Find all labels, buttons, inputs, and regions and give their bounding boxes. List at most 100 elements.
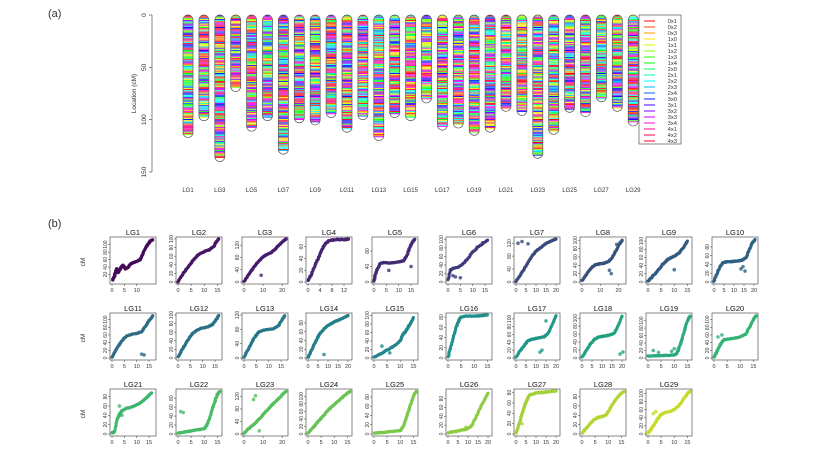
y-tick-label: 80 <box>639 325 645 331</box>
y-tick-label: 0 <box>365 356 371 359</box>
scatter-title: LG10 <box>726 228 744 237</box>
y-tick-label: 0 <box>235 356 241 359</box>
legend-entry: 0x1 <box>668 19 677 25</box>
panel-label-b: (b) <box>48 218 61 230</box>
scatter-title: LG18 <box>594 304 612 313</box>
data-point <box>411 315 415 320</box>
data-point <box>284 237 288 241</box>
y-tick-label: 0 <box>299 280 305 283</box>
data-point <box>620 314 624 318</box>
scatter-title: LG16 <box>460 304 478 313</box>
plot-frame <box>175 236 223 285</box>
x-tick-label: 0 <box>514 288 517 294</box>
x-tick-label: 5 <box>123 440 126 446</box>
chromosome-outline <box>309 14 321 126</box>
x-tick-label: 10 <box>201 440 207 446</box>
y-tick-label: 0 <box>235 280 241 283</box>
data-point <box>485 238 490 242</box>
chromosome-outline <box>468 14 480 136</box>
x-tick-label: 0 <box>712 364 715 370</box>
outlier-point <box>621 350 625 354</box>
chromosome-LG8 <box>293 14 305 124</box>
scatter-LG7: LG7 0 5 10 15 20 0 40 80 120 <box>507 228 561 294</box>
chromosome-outline <box>341 14 353 133</box>
scatter-title: LG6 <box>462 228 476 237</box>
chromosome-outline <box>214 14 226 162</box>
outlier-point <box>656 350 661 355</box>
y-tick-label: 20 <box>299 267 305 273</box>
y-tick-label: 40 <box>169 262 175 268</box>
x-tick-label: 15 <box>750 364 756 370</box>
scatter-title: LG9 <box>662 228 676 237</box>
outlier-point <box>716 335 720 339</box>
map-y-tick-label: 50 <box>141 63 148 71</box>
y-tick-label: 100 <box>439 235 445 244</box>
data-point <box>283 314 287 318</box>
y-tick-label: 80 <box>169 395 175 401</box>
chromosome-outline <box>611 14 623 112</box>
chromosome-LG28 <box>611 14 623 112</box>
y-tick-label: 60 <box>103 403 109 409</box>
y-tick-label: 40 <box>573 339 579 345</box>
y-tick-label: 0 <box>573 280 579 283</box>
data-point <box>685 239 689 243</box>
legend-entry: 4x1 <box>668 127 677 133</box>
scatter-title: LG3 <box>258 228 272 237</box>
x-tick-label: 5 <box>524 364 527 370</box>
y-tick-label: 40 <box>507 266 513 272</box>
x-tick-label: 0 <box>242 288 245 294</box>
data-point <box>485 313 489 317</box>
x-tick-label: 10 <box>671 364 677 370</box>
x-tick-label: 10 <box>599 364 605 370</box>
y-tick-label: 80 <box>235 326 241 332</box>
y-tick-label: 0 <box>103 432 109 435</box>
scatter-title: LG4 <box>322 228 336 237</box>
map-y-axis-label: Location (cM) <box>131 74 138 113</box>
scatter-title: LG19 <box>660 304 678 313</box>
y-tick-label: 80 <box>103 249 109 255</box>
outlier-point <box>540 348 544 352</box>
scatter-title: LG8 <box>596 228 610 237</box>
outlier-point <box>480 241 485 245</box>
y-tick-label: 20 <box>507 347 513 353</box>
x-tick-label: 5 <box>123 364 126 370</box>
y-tick-label: 120 <box>235 311 241 320</box>
data-point <box>554 237 558 241</box>
chromosome-LG27 <box>596 14 607 103</box>
y-tick-label: 100 <box>365 311 371 320</box>
data-point <box>149 391 154 395</box>
y-tick-label: 40 <box>235 341 241 347</box>
y-tick-label: 80 <box>235 254 241 260</box>
y-tick-label: 20 <box>705 347 711 353</box>
y-tick-label: 40 <box>639 263 645 269</box>
scatter-title: LG7 <box>530 228 544 237</box>
x-tick-label: 0 <box>176 440 179 446</box>
y-tick-label: 60 <box>169 253 175 259</box>
x-tick-label: 0 <box>446 364 449 370</box>
y-tick-label: 100 <box>507 315 513 324</box>
x-tick-label: 10 <box>134 364 140 370</box>
y-tick-label: 20 <box>103 422 109 428</box>
map-x-tick-label: LG1 <box>182 188 194 194</box>
outlier-point <box>544 319 548 323</box>
legend-entry: 1x1 <box>668 43 677 49</box>
map-x-tick-label: LG21 <box>499 188 514 194</box>
map-y-tick-label: 150 <box>141 166 148 177</box>
x-tick-label: 0 <box>514 364 517 370</box>
y-tick-label: 0 <box>169 280 175 283</box>
y-tick-label: 100 <box>169 311 175 320</box>
chromosome-LG23 <box>532 14 544 159</box>
scatter-LG14: LG14 0 5 10 15 20 0 20 40 60 80 <box>299 304 353 370</box>
x-tick-label: 0 <box>110 288 113 294</box>
panel-label-a: (a) <box>48 8 61 20</box>
x-tick-label: 10 <box>471 364 477 370</box>
y-tick-label: 60 <box>507 332 513 338</box>
legend-entry: 3x1 <box>668 103 677 109</box>
chromosome-LG9 <box>309 14 321 126</box>
chromosome-LG4 <box>230 14 242 92</box>
y-tick-label: 0 <box>439 280 445 283</box>
chromosome-outline <box>500 14 512 112</box>
chromosome-outline <box>230 14 242 92</box>
